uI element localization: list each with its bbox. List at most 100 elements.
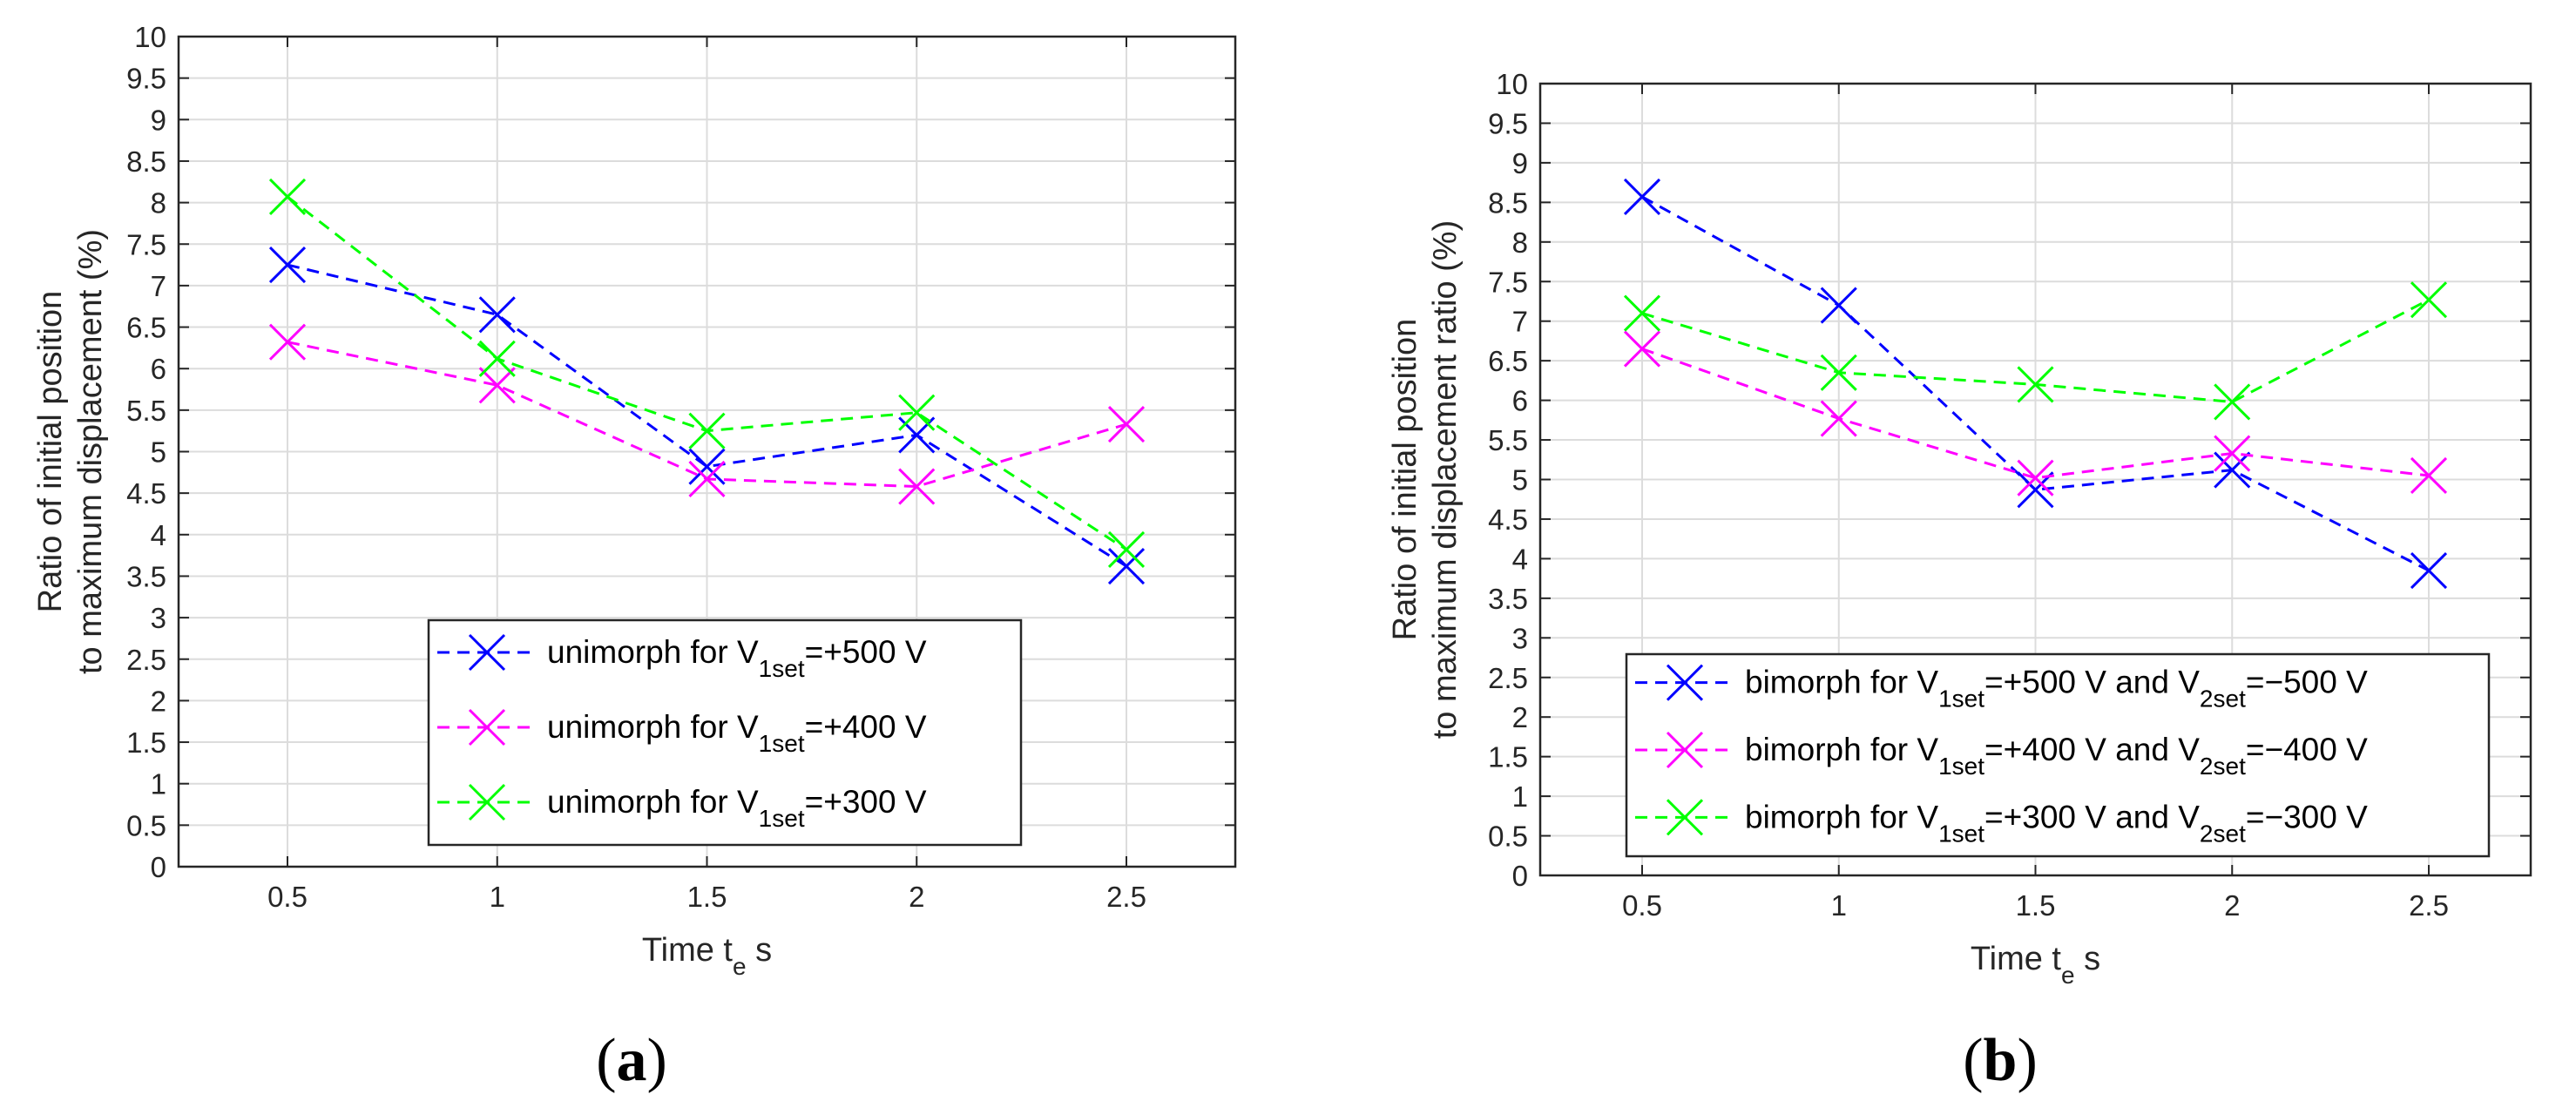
x-axis-label-main: Time t [642, 932, 734, 969]
y-tick-label: 0.5 [126, 809, 166, 841]
legend-label-sub: 1set [759, 655, 805, 682]
data-point [2410, 456, 2448, 495]
y-tick-label: 0 [151, 851, 166, 883]
data-point [2017, 459, 2054, 496]
x-tick-label: 1.5 [687, 881, 727, 913]
subfigure-caption: (b) [1963, 1027, 2038, 1094]
x-tick-label: 0.5 [267, 881, 308, 913]
legend-label-sub: 1set [1938, 686, 1984, 713]
legend-label-mid: =+400 V and V [1984, 732, 2200, 767]
data-point [688, 412, 726, 449]
y-tick-label: 9.5 [1488, 107, 1528, 139]
legend-label-pre: bimorph for V [1745, 732, 1938, 767]
y-axis-label: to maximum displacement (%) [72, 229, 109, 674]
data-point [1820, 287, 1857, 324]
y-tick-label: 8 [1512, 226, 1528, 259]
y-tick-label: 9 [1512, 147, 1528, 179]
y-axis-label: Ratio of initial position [1387, 319, 1423, 641]
y-tick-label: 6.5 [126, 312, 166, 344]
legend-label-post: =+400 V [805, 709, 927, 745]
legend-marker [1666, 799, 1704, 836]
data-point [2017, 366, 2054, 403]
data-point [2410, 281, 2448, 319]
data-point [1107, 547, 1146, 585]
y-tick-label: 5.5 [1488, 424, 1528, 456]
data-point [898, 394, 936, 431]
legend-label-mid: =+500 V and V [1984, 665, 2200, 700]
caption-open-paren: ( [1963, 1027, 1983, 1094]
y-tick-label: 6 [151, 353, 166, 385]
data-point [268, 247, 307, 284]
x-axis-label: Time te s [1971, 941, 2100, 989]
x-tick-label: 2 [2224, 889, 2240, 922]
data-point [1623, 294, 1661, 332]
caption-close-paren: ) [647, 1027, 667, 1094]
y-tick-label: 7 [151, 270, 166, 302]
legend-marker [1666, 731, 1704, 769]
legend-label-pre: unimorph for V [547, 709, 759, 745]
y-axis-label: to maximum displacement ratio (%) [1427, 220, 1464, 740]
legend-label-post: =+300 V [805, 784, 927, 820]
data-point [1623, 330, 1661, 368]
y-tick-label: 7.5 [126, 228, 166, 260]
legend: bimorph for V1set=+500 V and V2set=−500 … [1625, 652, 2491, 858]
legend-label-sub: 1set [759, 730, 805, 757]
x-tick-label: 1.5 [2016, 889, 2056, 922]
legend-label: unimorph for V1set=+500 V [547, 634, 927, 682]
legend-label-mid: =+300 V and V [1984, 799, 2200, 834]
legend-label: bimorph for V1set=+300 V and V2set=−300 … [1745, 799, 2368, 847]
data-point [2214, 383, 2251, 421]
subfigure-caption: (a) [596, 1027, 667, 1094]
legend-label-pre: unimorph for V [547, 784, 759, 820]
legend-label: unimorph for V1set=+300 V [547, 784, 927, 832]
caption-close-paren: ) [2017, 1027, 2037, 1094]
data-point [2017, 471, 2054, 509]
y-tick-label: 0 [1512, 860, 1528, 892]
caption-letter: b [1984, 1027, 2018, 1094]
y-tick-label: 5 [151, 436, 166, 469]
y-tick-label: 3 [1512, 622, 1528, 654]
data-point [1820, 400, 1857, 437]
data-point [478, 367, 516, 404]
y-tick-label: 2.5 [126, 644, 166, 676]
y-tick-label: 5.5 [126, 395, 166, 427]
legend-label-post: =+500 V [805, 634, 927, 670]
data-point [1820, 354, 1857, 391]
x-axis-label-end: s [2075, 941, 2101, 977]
legend-label-sub: 1set [759, 805, 805, 832]
legend-label-sub: 1set [1938, 820, 1984, 847]
y-tick-label: 3.5 [126, 560, 166, 592]
data-point [268, 323, 307, 361]
x-axis-label-end: s [747, 932, 773, 969]
data-point [1107, 405, 1146, 443]
chart-a: 0.5 1 1.5 2 2.5 0 0.5 1 1.5 2 2.5 3 3.5 4 4.5 5 5.5 6 6.5 7… [32, 21, 1237, 1094]
legend-label: bimorph for V1set=+500 V and V2set=−500 … [1745, 665, 2368, 713]
legend-label-sub: 1set [1938, 753, 1984, 780]
y-tick-label: 1 [1512, 780, 1528, 813]
y-tick-label: 1.5 [1488, 741, 1528, 773]
y-tick-label: 3 [151, 602, 166, 634]
y-tick-label: 6 [1512, 385, 1528, 417]
y-axis-label: Ratio of initial position [32, 291, 69, 613]
x-axis-label: Time te s [642, 932, 772, 980]
y-tick-label: 8.5 [1488, 186, 1528, 219]
legend-box [1625, 652, 2491, 858]
legend-label-sub2: 2set [2200, 686, 2246, 713]
y-tick-label: 6.5 [1488, 345, 1528, 377]
data-point [2214, 435, 2251, 472]
legend-label-pre: unimorph for V [547, 634, 759, 670]
legend-label: unimorph for V1set=+400 V [547, 709, 927, 757]
legend-marker [1666, 664, 1704, 701]
y-tick-label: 2.5 [1488, 662, 1528, 694]
y-tick-label: 2 [151, 685, 166, 717]
x-axis-label-sub: e [2061, 962, 2075, 989]
y-tick-label: 10 [134, 21, 166, 53]
y-tick-label: 9.5 [126, 63, 166, 95]
y-tick-label: 4 [151, 519, 166, 551]
data-point [898, 468, 936, 505]
y-tick-label: 5 [1512, 464, 1528, 496]
data-point [2410, 551, 2448, 590]
legend-label-sub2: 2set [2200, 753, 2246, 780]
